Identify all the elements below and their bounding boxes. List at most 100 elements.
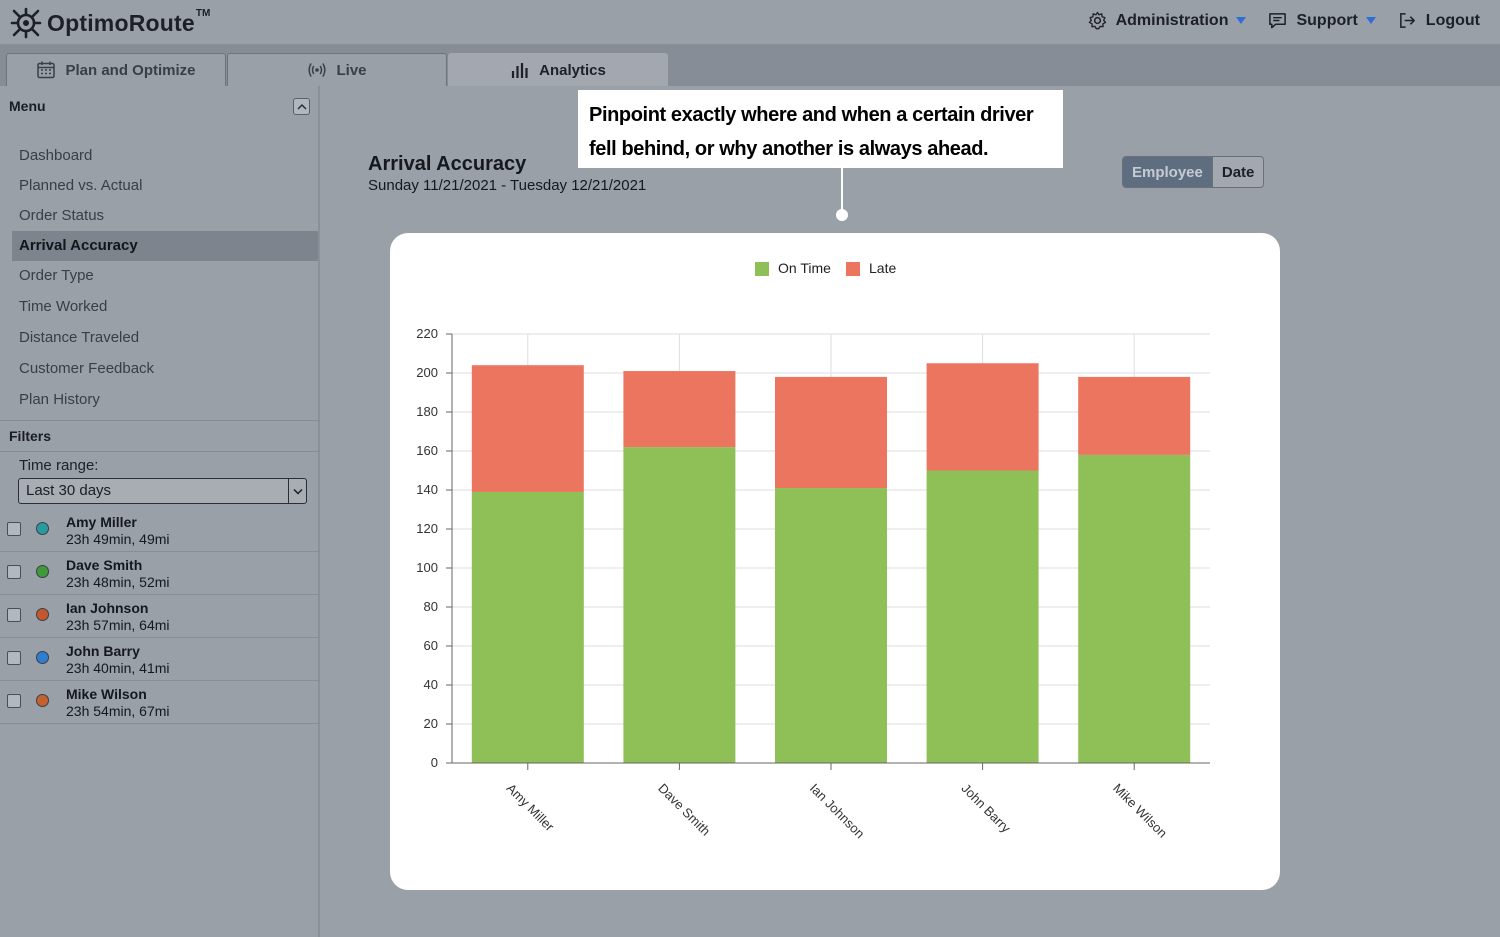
sidebar-item-time-worked[interactable]: Time Worked [19,298,108,315]
chevron-down-icon [1365,17,1376,24]
driver-row[interactable]: Dave Smith 23h 48min, 52mi [0,552,320,595]
employee-toggle-button[interactable]: Employee [1123,157,1212,187]
logout-button[interactable]: Logout [1398,11,1480,30]
chevron-up-icon [296,103,307,110]
y-tick-label: 160 [416,443,438,458]
optimoroute-logo-icon [10,7,42,39]
driver-info: 23h 40min, 41mi [66,660,170,676]
driver-info: 23h 48min, 52mi [66,574,170,590]
driver-name: Dave Smith [66,557,143,573]
driver-name: Amy Miller [66,514,137,530]
driver-checkbox[interactable] [7,651,21,665]
driver-checkbox[interactable] [7,694,21,708]
arrival-accuracy-chart: On Time Late 0 20 40 60 80 100 120 140 160 180 200 2… [416,260,1210,841]
driver-checkbox[interactable] [7,522,21,536]
bar-on-time[interactable] [623,447,736,763]
driver-row[interactable]: Amy Miller 23h 49min, 49mi [0,509,320,552]
driver-row[interactable]: Mike Wilson 23h 54min, 67mi [0,681,320,724]
callout-box: Pinpoint exactly where and when a certai… [578,90,1063,168]
bar-late[interactable] [775,376,887,489]
legend-label[interactable]: Late [869,260,896,276]
bar-on-time[interactable] [926,470,1039,764]
y-tick-label: 100 [416,560,438,575]
group-by-toggle: Employee Date [1122,156,1265,188]
tab-live[interactable]: Live [227,53,447,86]
tab-label: Plan and Optimize [65,61,196,79]
filters-section-title: Filters [0,419,320,453]
driver-color-dot [36,694,49,707]
y-tick-label: 80 [424,599,438,614]
time-range-value: Last 30 days [26,482,112,499]
y-tick-label: 140 [416,482,438,497]
administration-menu[interactable]: Administration [1088,11,1247,30]
bar-on-time[interactable] [775,488,887,763]
callout-line-1: Pinpoint exactly where and when a certai… [589,104,1034,126]
sidebar-item-dashboard[interactable]: Dashboard [19,147,93,164]
x-tick-label: John Barry [958,781,1013,836]
logout-icon [1399,13,1415,28]
driver-info: 23h 57min, 64mi [66,617,170,633]
legend-label[interactable]: On Time [778,260,831,276]
callout-connector [841,168,843,212]
x-tick-label: Mike Wilson [1110,781,1170,841]
date-range: Sunday 11/21/2021 - Tuesday 12/21/2021 [368,177,647,194]
driver-checkbox[interactable] [7,565,21,579]
sidebar-item-distance-traveled[interactable]: Distance Traveled [19,329,140,346]
bar-late[interactable] [1078,376,1191,455]
chart-card: On Time Late 0 20 40 60 80 100 120 140 160 180 200 2… [390,233,1280,890]
collapse-menu-button[interactable] [293,98,310,115]
filters-title: Filters [9,428,52,444]
sidebar-item-plan-history[interactable]: Plan History [19,391,100,408]
tab-label: Live [336,61,367,79]
y-tick-label: 0 [431,755,438,770]
tab-bar: Plan and Optimize Live Analytics [0,45,1500,86]
driver-info: 23h 54min, 67mi [66,703,170,719]
bar-late[interactable] [623,371,736,448]
support-menu[interactable]: Support [1268,11,1376,30]
administration-label: Administration [1115,11,1229,29]
header-nav: Administration Support Logout [1088,11,1480,30]
chevron-down-icon [1236,17,1247,24]
bar-late[interactable] [926,363,1039,471]
x-tick-label: Amy Miller [504,781,558,835]
divider [0,451,320,452]
sidebar-item-order-type[interactable]: Order Type [19,267,94,284]
driver-row[interactable]: John Barry 23h 40min, 41mi [0,638,320,681]
driver-color-dot [36,651,49,664]
driver-color-dot [36,608,49,621]
bar-late[interactable] [471,365,584,492]
chart-legend: On Time Late [755,260,896,276]
bar-on-time[interactable] [1078,454,1191,763]
legend-swatch[interactable] [755,262,769,276]
sidebar-item-order-status[interactable]: Order Status [19,207,105,224]
logo[interactable]: OptimoRoute TM [10,7,210,39]
legend-swatch[interactable] [846,262,860,276]
driver-row[interactable]: Ian Johnson 23h 57min, 64mi [0,595,320,638]
driver-name: Mike Wilson [66,686,147,702]
tab-analytics[interactable]: Analytics [448,53,668,86]
driver-name: John Barry [66,643,140,659]
chat-icon [1269,13,1287,29]
logo-text: OptimoRoute [47,9,195,36]
driver-info: 23h 49min, 49mi [66,531,170,547]
chart-bars [471,363,1191,764]
calendar-icon [37,61,56,79]
callout-line-2: fell behind, or why another is always ah… [589,138,989,160]
time-range-label: Time range: [19,457,99,474]
time-range-select[interactable]: Last 30 days [18,478,307,504]
sidebar-item-planned-vs-actual[interactable]: Planned vs. Actual [19,177,143,194]
menu-section-title: Menu [0,89,320,123]
broadcast-icon [308,63,327,77]
driver-checkbox[interactable] [7,608,21,622]
bar-on-time[interactable] [471,491,584,763]
logo-trademark: TM [195,7,211,19]
tab-plan-and-optimize[interactable]: Plan and Optimize [6,53,226,86]
menu-list: Dashboard Planned vs. Actual Order Statu… [12,141,318,415]
sidebar: Menu Dashboard Planned vs. Actual Order … [0,86,320,937]
sidebar-item-customer-feedback[interactable]: Customer Feedback [19,360,155,377]
gear-icon [1088,11,1106,30]
menu-title: Menu [9,98,46,114]
date-toggle-button[interactable]: Date [1211,157,1264,187]
sidebar-item-arrival-accuracy[interactable]: Arrival Accuracy [12,231,318,261]
driver-color-dot [36,565,49,578]
